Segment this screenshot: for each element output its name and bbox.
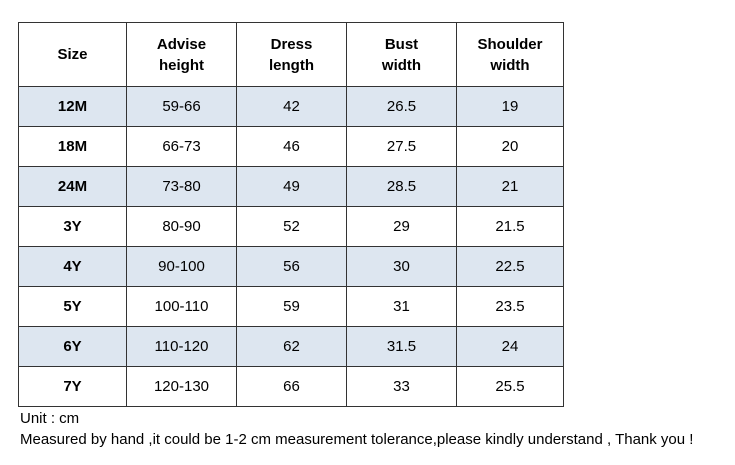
table-row: 18M 66-73 46 27.5 20 <box>18 126 564 167</box>
value-cell: 29 <box>346 206 457 247</box>
size-cell: 4Y <box>18 246 127 287</box>
value-cell: 56 <box>236 246 347 287</box>
table-row: 24M 73-80 49 28.5 21 <box>18 166 564 207</box>
header-cell: Size <box>18 22 127 87</box>
header-cell: Bust width <box>346 22 457 87</box>
table-row: 4Y 90-100 56 30 22.5 <box>18 246 564 287</box>
header-row: Size Advise height Dress length Bust width S… <box>18 22 564 87</box>
value-cell: 31 <box>346 286 457 327</box>
value-cell: 73-80 <box>126 166 237 207</box>
value-cell: 33 <box>346 366 457 407</box>
value-cell: 52 <box>236 206 347 247</box>
size-cell: 7Y <box>18 366 127 407</box>
value-cell: 19 <box>456 86 564 127</box>
table-body: 12M 59-66 42 26.5 19 18M 66-73 46 27.5 20 24M 73-80… <box>18 86 564 407</box>
size-cell: 6Y <box>18 326 127 367</box>
value-cell: 21.5 <box>456 206 564 247</box>
header-text: Shoulder width <box>477 35 543 74</box>
value-cell: 62 <box>236 326 347 367</box>
size-cell: 3Y <box>18 206 127 247</box>
size-cell: 24M <box>18 166 127 207</box>
value-cell: 49 <box>236 166 347 207</box>
table-row: 7Y 120-130 66 33 25.5 <box>18 366 564 407</box>
value-cell: 59 <box>236 286 347 327</box>
value-cell: 23.5 <box>456 286 564 327</box>
header-text: Advise height <box>156 35 207 74</box>
table-row: 12M 59-66 42 26.5 19 <box>18 86 564 127</box>
value-cell: 27.5 <box>346 126 457 167</box>
size-cell: 18M <box>18 126 127 167</box>
note-line: Measured by hand ,it could be 1-2 cm mea… <box>20 431 694 448</box>
value-cell: 42 <box>236 86 347 127</box>
value-cell: 66-73 <box>126 126 237 167</box>
value-cell: 26.5 <box>346 86 457 127</box>
size-cell: 12M <box>18 86 127 127</box>
value-cell: 31.5 <box>346 326 457 367</box>
value-cell: 80-90 <box>126 206 237 247</box>
value-cell: 24 <box>456 326 564 367</box>
value-cell: 59-66 <box>126 86 237 127</box>
header-text: Size <box>57 46 88 63</box>
value-cell: 120-130 <box>126 366 237 407</box>
value-cell: 21 <box>456 166 564 207</box>
value-cell: 90-100 <box>126 246 237 287</box>
header-text: Dress length <box>269 35 314 74</box>
note-line: Unit : cm <box>20 410 80 427</box>
header-text: Bust width <box>381 35 422 74</box>
size-cell: 5Y <box>18 286 127 327</box>
value-cell: 22.5 <box>456 246 564 287</box>
notes: Unit : cm Measured by hand ,it could be 1… <box>20 408 693 450</box>
header-cell: Shoulder width <box>456 22 564 87</box>
value-cell: 110-120 <box>126 326 237 367</box>
value-cell: 46 <box>236 126 347 167</box>
value-cell: 66 <box>236 366 347 407</box>
table-row: 3Y 80-90 52 29 21.5 <box>18 206 564 247</box>
table-row: 6Y 110-120 62 31.5 24 <box>18 326 564 367</box>
header-cell: Dress length <box>236 22 347 87</box>
value-cell: 30 <box>346 246 457 287</box>
value-cell: 25.5 <box>456 366 564 407</box>
value-cell: 28.5 <box>346 166 457 207</box>
value-cell: 20 <box>456 126 564 167</box>
value-cell: 100-110 <box>126 286 237 327</box>
size-table: Size Advise height Dress length Bust width S… <box>18 22 564 407</box>
table-row: 5Y 100-110 59 31 23.5 <box>18 286 564 327</box>
header-cell: Advise height <box>126 22 237 87</box>
